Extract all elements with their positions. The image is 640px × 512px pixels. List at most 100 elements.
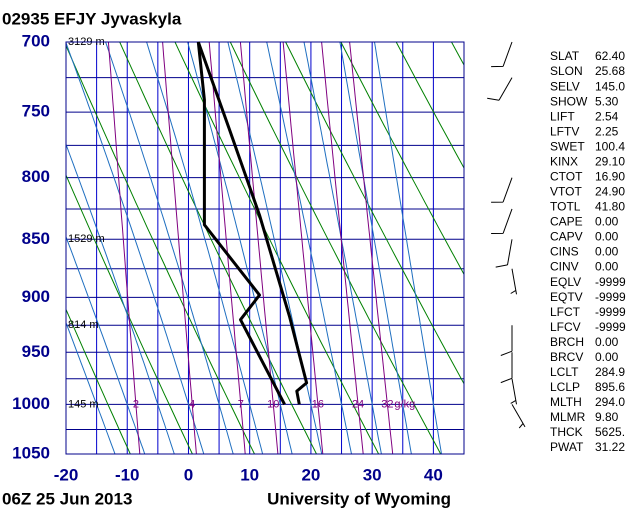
sounding-line [196,41,286,406]
index-label: LFCT [550,305,581,319]
index-value: 24.90 [595,185,625,199]
moist-adiabat [266,42,353,454]
index-label: BRCH [550,335,584,349]
mixing-ratio-line [349,42,394,454]
index-label: CAPE [550,215,583,229]
mixing-ratio-label: 2 [133,398,139,410]
index-value: 41.80 [595,200,625,214]
index-value: 0.00 [595,350,619,364]
height-label: 814 m [68,319,99,331]
index-label: SLAT [550,49,580,63]
index-label: LIFT [550,109,575,123]
x-tick-label: -20 [54,465,79,484]
index-label: SWET [550,139,585,153]
index-label: SLON [550,64,583,78]
y-tick-label: 750 [22,102,50,121]
moist-adiabat [105,42,234,454]
index-label: BRCV [550,350,583,364]
index-label: CINS [550,245,579,259]
moist-adiabat [66,321,116,454]
index-label: EQLV [550,275,581,289]
mixing-ratio-line [208,42,246,454]
height-label: 145 m [68,398,99,410]
mixing-ratio-line [282,42,324,454]
index-label: TOTL [550,200,581,214]
wind-barb [495,239,513,268]
wind-barb [500,325,513,356]
wind-barb [510,378,517,405]
index-label: CINV [550,260,579,274]
index-label: EQTV [550,290,583,304]
moist-adiabat [373,42,443,454]
dry-adiabat [340,42,464,276]
wind-barb [500,352,513,384]
mixing-ratio-label: 32 [381,398,393,410]
index-label: VTOT [550,185,582,199]
x-tick-label: 0 [184,465,193,484]
index-label: LCLT [550,365,579,379]
index-value: 294.0 [595,395,625,409]
wind-barb [511,404,526,429]
plot-frame [65,41,465,455]
height-label: 1529 m [68,233,105,245]
index-label: CAPV [550,230,583,244]
index-value: 0.00 [595,245,619,259]
chart-title: 02935 EFJY Jyvaskyla [2,9,182,28]
y-tick-label: 1050 [12,443,50,462]
index-label: CTOT [550,169,583,183]
mixing-ratio-label: 7 [238,398,244,410]
wind-barb [491,177,513,203]
mixing-ratio-label: 10 [267,398,279,410]
index-value: 0.00 [595,260,619,274]
x-tick-label: 30 [363,465,382,484]
index-value: 31.22 [595,440,625,454]
dry-adiabat [119,42,318,454]
mixing-ratio-line [321,42,364,454]
index-value: -9999 [595,275,626,289]
wind-barb [487,77,513,101]
index-value: 29.10 [595,154,625,168]
x-tick-label: 20 [301,465,320,484]
dry-adiabat [66,308,131,454]
index-value: -9999 [595,290,626,304]
moist-adiabat [66,42,205,454]
index-value: -9999 [595,320,626,334]
wind-barb [491,208,513,234]
moist-adiabat [303,42,382,454]
index-value: 0.00 [595,335,619,349]
mixing-ratio-unit: g/kg [394,398,415,410]
sounding-line [196,41,309,405]
chart-subtitle: 06Z 25 Jun 2013 [2,489,132,508]
index-label: KINX [550,154,578,168]
mixing-ratio-line [162,42,197,454]
index-value: 145.0 [595,79,625,93]
index-label: SHOW [550,94,588,108]
index-value: 284.9 [595,365,625,379]
dry-adiabat [229,42,442,454]
index-label: LCLP [550,380,580,394]
dry-adiabat [66,173,193,454]
index-value: 0.00 [595,215,619,229]
y-tick-label: 900 [22,287,50,306]
y-tick-label: 950 [22,342,50,361]
index-label: SELV [550,79,580,93]
index-value: 9.80 [595,410,619,424]
y-tick-label: 800 [22,167,50,186]
index-label: PWAT [550,440,584,454]
moist-adiabat [66,142,175,454]
index-value: 100.4 [595,139,625,153]
index-value: 2.25 [595,124,619,138]
index-value: 5.30 [595,94,619,108]
mixing-ratio-label: 4 [189,398,195,410]
index-label: THCK [550,425,583,439]
index-value: 25.68 [595,64,625,78]
index-value: 5625. [595,425,625,439]
x-tick-label: 40 [424,465,443,484]
moist-adiabat [339,42,412,454]
index-value: 2.54 [595,109,619,123]
moist-adiabat [66,235,146,454]
index-value: 0.00 [595,230,619,244]
moist-adiabat [146,42,264,454]
